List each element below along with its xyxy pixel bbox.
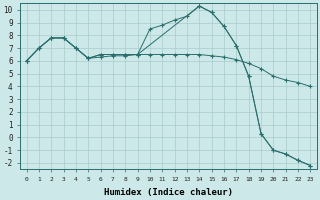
X-axis label: Humidex (Indice chaleur): Humidex (Indice chaleur) [104,188,233,197]
